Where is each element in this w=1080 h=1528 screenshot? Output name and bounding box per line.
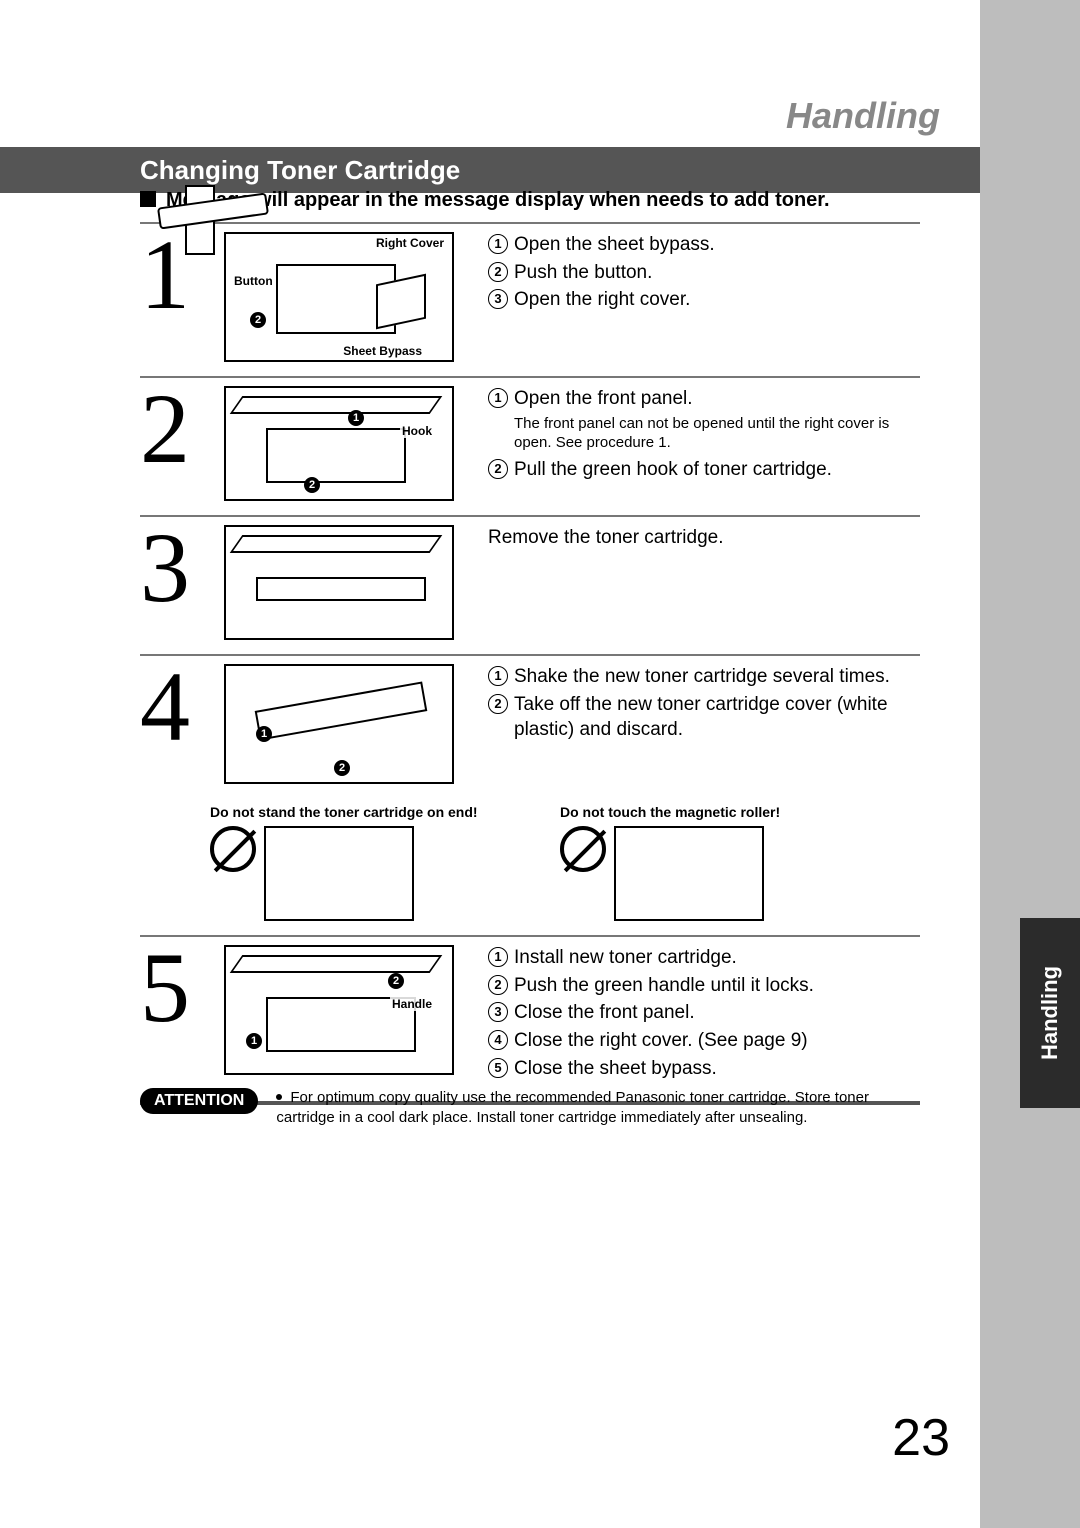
- step-5: 5 2 Handle 1 1Install new toner cartridg…: [140, 935, 920, 1097]
- num-circle-icon: 5: [488, 1058, 508, 1078]
- step-number: 4: [140, 664, 210, 784]
- step-2: 2 1 Hook 2 1Open the front panel. The fr…: [140, 376, 920, 515]
- diagram-5: 2 Handle 1: [224, 945, 454, 1075]
- step-1: 1 Right Cover Button Sheet Bypass 2 1Ope…: [140, 222, 920, 376]
- step-4-item-1: 1Shake the new toner cartridge several t…: [488, 664, 920, 690]
- step-1-item-2: 2Push the button.: [488, 260, 920, 286]
- diagram-2-holder: 1 Hook 2: [224, 386, 474, 501]
- attention-row: ATTENTION For optimum copy quality use t…: [140, 1088, 920, 1129]
- step-3: 3 Remove the toner cartridge.: [140, 515, 920, 654]
- diagram-3-holder: [224, 525, 474, 640]
- num-circle-icon: 1: [488, 947, 508, 967]
- num-circle-icon: 2: [488, 459, 508, 479]
- bullet-icon: [276, 1094, 282, 1100]
- step-4-item-2: 2Take off the new toner cartridge cover …: [488, 692, 920, 743]
- step-1-item-3: 3Open the right cover.: [488, 287, 920, 313]
- step-number: 3: [140, 525, 210, 640]
- diagram-label-right-cover: Right Cover: [374, 236, 446, 250]
- step-5-item-4: 4Close the right cover. (See page 9): [488, 1028, 920, 1054]
- step-5-item-5: 5Close the sheet bypass.: [488, 1056, 920, 1082]
- warning-right: Do not touch the magnetic roller!: [560, 804, 880, 921]
- num-circle-icon: 3: [488, 289, 508, 309]
- num-circle-icon: 1: [488, 388, 508, 408]
- diagram-4: 1 2: [224, 664, 454, 784]
- right-gray-strip: [980, 0, 1080, 1528]
- step-number: 2: [140, 386, 210, 501]
- num-circle-icon: 1: [488, 666, 508, 686]
- step-number: 5: [140, 945, 210, 1083]
- instructions-3: Remove the toner cartridge.: [488, 525, 920, 640]
- instructions-1: 1Open the sheet bypass. 2Push the button…: [488, 232, 920, 362]
- warning-left-diagram: [264, 826, 414, 921]
- step-5-item-2: 2Push the green handle until it locks.: [488, 973, 920, 999]
- step-4: 4 1 2 1Shake the new toner cartridge sev…: [140, 654, 920, 798]
- diagram-4-holder: 1 2: [224, 664, 474, 784]
- step-2-item-1: 1Open the front panel.: [488, 386, 920, 412]
- diagram-label-handle: Handle: [390, 997, 434, 1011]
- diagram-3: [224, 525, 454, 640]
- num-circle-icon: 2: [488, 694, 508, 714]
- page-number: 23: [892, 1408, 950, 1468]
- step-3-text: Remove the toner cartridge.: [488, 527, 724, 548]
- square-bullet-icon: [140, 191, 156, 207]
- diagram-1: Right Cover Button Sheet Bypass 2: [224, 232, 454, 362]
- num-circle-icon: 2: [488, 975, 508, 995]
- instructions-5: 1Install new toner cartridge. 2Push the …: [488, 945, 920, 1083]
- prohibit-icon: [210, 826, 256, 872]
- prohibit-icon: [560, 826, 606, 872]
- attention-badge: ATTENTION: [140, 1088, 258, 1114]
- num-circle-icon: 1: [488, 234, 508, 254]
- instructions-4: 1Shake the new toner cartridge several t…: [488, 664, 920, 784]
- num-circle-icon: 3: [488, 1002, 508, 1022]
- content-area: Message will appear in the message displ…: [140, 175, 920, 1105]
- chapter-title: Handling: [0, 95, 980, 137]
- warnings-row: Do not stand the toner cartridge on end!…: [210, 804, 920, 921]
- warning-right-title: Do not touch the magnetic roller!: [560, 804, 880, 820]
- side-tab-handling: Handling: [1020, 918, 1080, 1108]
- step-2-item-2: 2Pull the green hook of toner cartridge.: [488, 457, 920, 483]
- diagram-2: 1 Hook 2: [224, 386, 454, 501]
- diagram-5-holder: 2 Handle 1: [224, 945, 474, 1083]
- warning-right-diagram: [614, 826, 764, 921]
- num-circle-icon: 4: [488, 1030, 508, 1050]
- diagram-1-holder: Right Cover Button Sheet Bypass 2: [224, 232, 474, 362]
- diagram-label-button: Button: [232, 274, 275, 288]
- step-5-item-1: 1Install new toner cartridge.: [488, 945, 920, 971]
- side-tab-label: Handling: [1037, 966, 1063, 1060]
- attention-text: For optimum copy quality use the recomme…: [276, 1088, 920, 1129]
- step-1-item-1: 1Open the sheet bypass.: [488, 232, 920, 258]
- diagram-label-sheet-bypass: Sheet Bypass: [341, 344, 424, 358]
- num-circle-icon: 2: [488, 262, 508, 282]
- step-5-item-3: 3Close the front panel.: [488, 1000, 920, 1026]
- warning-left-title: Do not stand the toner cartridge on end!: [210, 804, 530, 820]
- instructions-2: 1Open the front panel. The front panel c…: [488, 386, 920, 501]
- warning-left: Do not stand the toner cartridge on end!: [210, 804, 530, 921]
- step-2-note: The front panel can not be opened until …: [514, 414, 920, 453]
- diagram-label-hook: Hook: [400, 424, 434, 438]
